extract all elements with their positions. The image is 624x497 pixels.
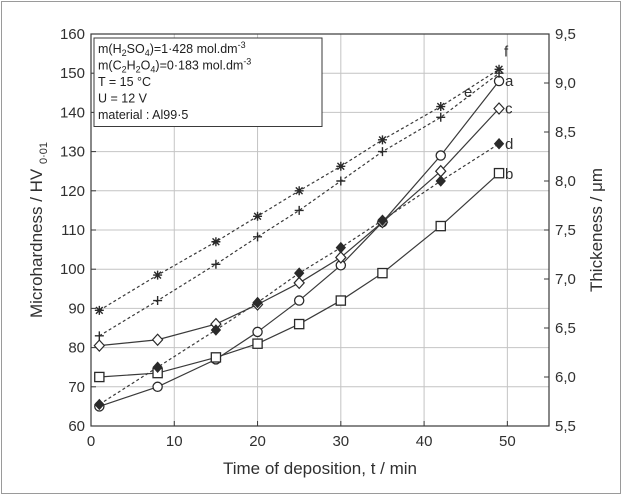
data-point-c <box>151 333 164 347</box>
x-tick-label: 0 <box>87 433 95 450</box>
data-point-b <box>293 318 305 330</box>
legend-line: m(H2SO4)=1·428 mol.dm-3 <box>98 40 246 58</box>
data-point-d <box>493 138 505 150</box>
data-point-d <box>294 267 305 279</box>
data-point-d <box>210 324 222 336</box>
data-point-f <box>377 135 387 145</box>
y-left-tick-label: 110 <box>61 222 85 239</box>
data-point-b <box>335 295 347 306</box>
data-point-e <box>253 232 263 242</box>
data-point-f <box>211 237 221 247</box>
y-right-tick-label: 8,5 <box>555 124 576 141</box>
y-left-tick-label: 60 <box>68 418 85 435</box>
data-point-f <box>253 211 263 221</box>
y-left-axis-title: Microhardness / HV 0·01 <box>27 142 50 318</box>
data-point-f <box>94 305 104 315</box>
data-point-e <box>294 205 304 215</box>
data-point-e <box>436 112 446 122</box>
series-e <box>94 68 504 341</box>
series-label-d: d <box>505 136 513 153</box>
y-left-tick-label: 90 <box>68 300 85 317</box>
data-point-b <box>435 220 446 232</box>
series-f <box>94 64 504 315</box>
legend-line: m(C2H2O4)=0·183 mol.dm-3 <box>98 57 251 75</box>
series-label-b: b <box>505 166 513 183</box>
data-point-a <box>293 295 305 306</box>
axes <box>90 33 549 427</box>
y-right-tick-label: 6,0 <box>555 369 576 386</box>
data-point-a <box>493 75 505 87</box>
y-left-tick-label: 120 <box>60 183 85 200</box>
data-point-f <box>494 64 504 74</box>
data-point-c <box>493 102 505 115</box>
data-point-e <box>377 147 387 157</box>
data-point-d <box>252 296 263 309</box>
legend-box <box>93 37 323 127</box>
data-point-c <box>335 251 347 264</box>
x-tick-label: 30 <box>332 433 349 450</box>
data-point-e <box>94 331 104 341</box>
series-label-c: c <box>505 100 513 117</box>
data-point-d <box>377 214 388 226</box>
y-left-tick-label: 150 <box>60 65 85 82</box>
y-left-tick-label: 70 <box>68 379 85 396</box>
y-right-tick-label: 9,5 <box>555 26 576 43</box>
series-label-f: f <box>504 43 509 60</box>
series-c <box>93 102 505 353</box>
y-right-axis-title: Thickeness / μm <box>587 168 606 292</box>
legend-line: T = 15 °C <box>98 75 151 89</box>
data-point-b <box>252 338 263 349</box>
legend-line: U = 12 V <box>98 92 148 106</box>
y-right-tick-label: 7,0 <box>555 271 576 288</box>
legend: m(H2SO4)=1·428 mol.dm-3m(C2H2O4)=0·183 m… <box>93 37 323 127</box>
data-point-d <box>152 361 163 373</box>
data-point-f <box>336 161 346 171</box>
x-tick-label: 10 <box>166 433 183 450</box>
x-tick-label: 20 <box>249 433 266 450</box>
data-point-d <box>94 398 105 411</box>
y-left-tick-label: 140 <box>60 104 85 121</box>
series-b <box>94 167 505 383</box>
y-right-tick-label: 5,5 <box>555 418 576 435</box>
y-right-tick-label: 9,0 <box>555 75 576 92</box>
data-point-f <box>294 186 304 196</box>
data-point-c <box>93 339 106 353</box>
y-right-tick-label: 7,5 <box>555 222 576 239</box>
y-left-tick-label: 80 <box>68 340 85 357</box>
gridlines <box>91 34 549 426</box>
data-point-c <box>293 276 305 290</box>
data-point-e <box>211 259 221 269</box>
data-point-b <box>94 371 105 383</box>
y-left-tick-label: 130 <box>60 144 85 161</box>
data-point-a <box>252 326 263 338</box>
data-point-b <box>377 267 388 279</box>
data-point-f <box>436 102 446 112</box>
data-point-e <box>153 296 163 306</box>
data-point-b <box>493 167 505 179</box>
data-point-f <box>153 270 163 280</box>
y-right-tick-label: 6,5 <box>555 320 576 337</box>
data-point-b <box>210 352 222 363</box>
x-tick-label: 40 <box>416 433 433 450</box>
series-label-e: e <box>464 84 472 101</box>
data-point-d <box>435 175 446 187</box>
data-point-d <box>335 241 346 254</box>
series-d <box>94 138 505 411</box>
series-label-a: a <box>505 73 514 90</box>
data-point-e <box>336 176 346 186</box>
y-left-tick-label: 100 <box>60 261 85 278</box>
x-tick-label: 50 <box>499 433 516 450</box>
data-point-a <box>435 150 446 161</box>
y-left-tick-label: 160 <box>60 26 85 43</box>
legend-line: material : Al99·5 <box>98 108 188 122</box>
data-point-a <box>152 381 163 393</box>
x-axis-title: Time of deposition, t / min <box>223 459 417 478</box>
y-right-tick-label: 8,0 <box>555 173 576 190</box>
